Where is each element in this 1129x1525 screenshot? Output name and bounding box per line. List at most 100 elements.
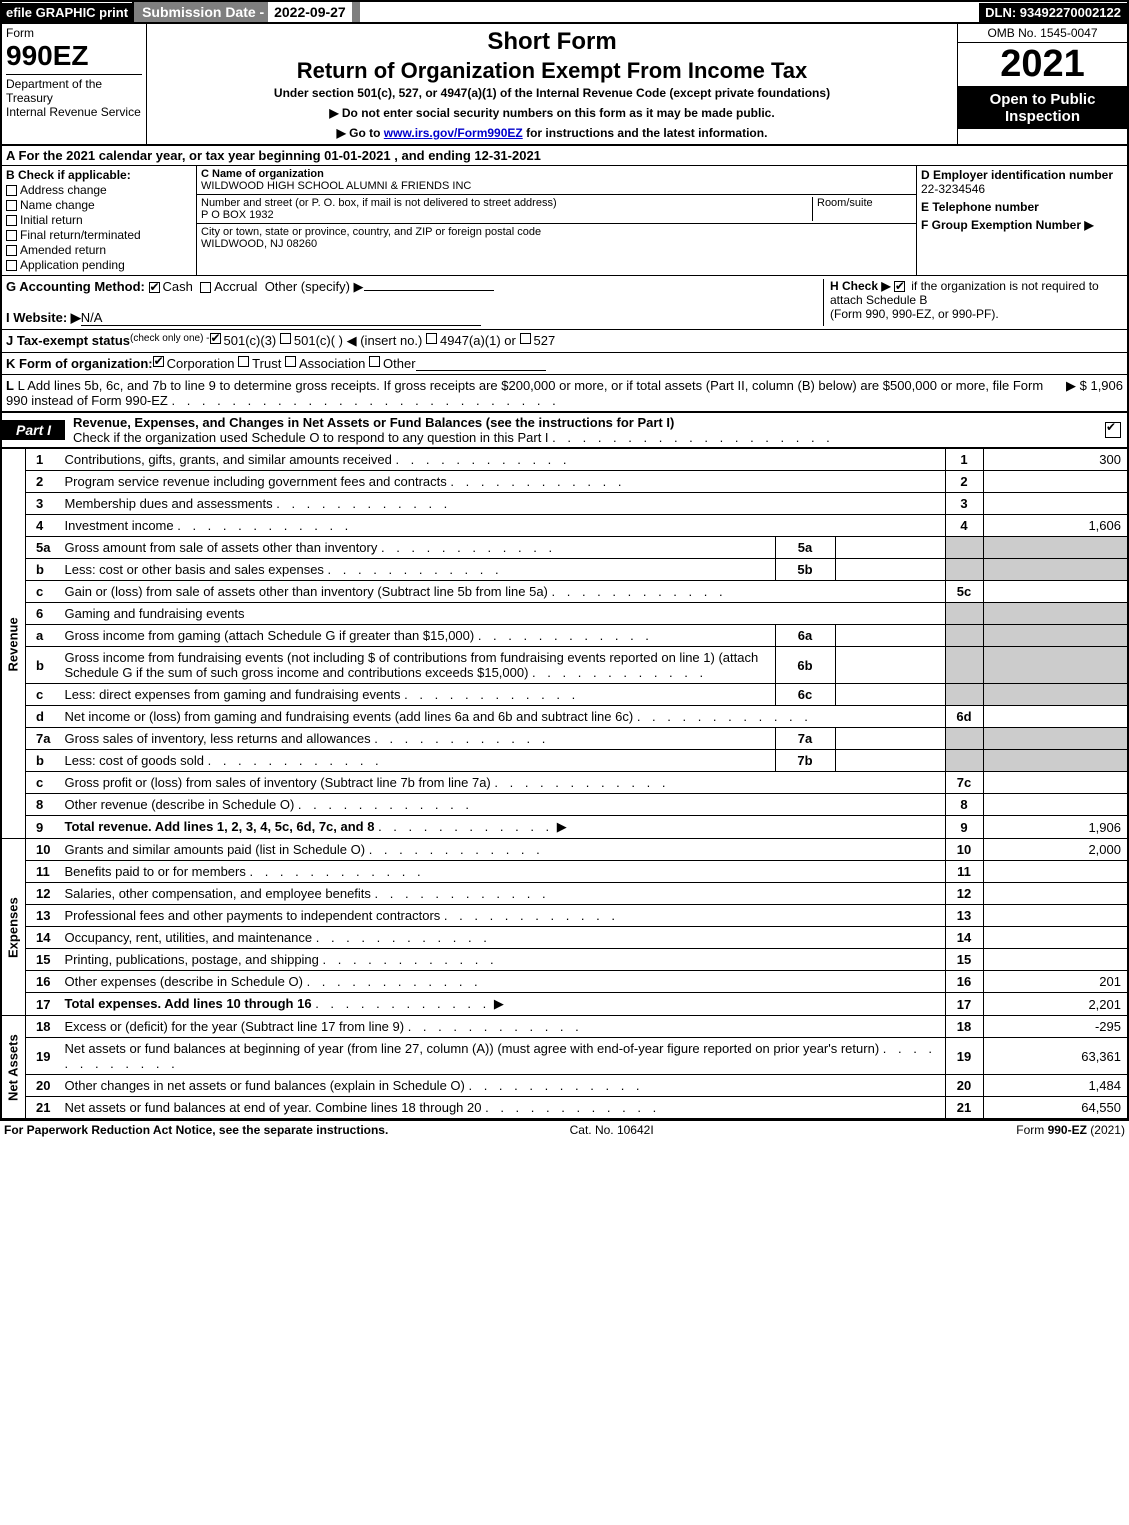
table-row: cLess: direct expenses from gaming and f… bbox=[1, 684, 1128, 706]
omb-number: OMB No. 1545-0047 bbox=[958, 24, 1127, 43]
line-description: Gross profit or (loss) from sales of inv… bbox=[61, 772, 946, 794]
form-subtitle: Under section 501(c), 527, or 4947(a)(1)… bbox=[153, 86, 951, 100]
j-sub: (check only one) - bbox=[130, 333, 209, 349]
line-number: 10 bbox=[26, 839, 61, 861]
table-row: 15Printing, publications, postage, and s… bbox=[1, 949, 1128, 971]
table-row: 6Gaming and fundraising events bbox=[1, 603, 1128, 625]
line-description: Program service revenue including govern… bbox=[61, 471, 946, 493]
line-ref-number: 13 bbox=[945, 905, 983, 927]
part-1-header: Part I Revenue, Expenses, and Changes in… bbox=[0, 412, 1129, 449]
chk-501c3[interactable] bbox=[210, 333, 221, 344]
g-cash: Cash bbox=[163, 279, 193, 294]
chk-501c[interactable] bbox=[280, 333, 291, 344]
line-amount bbox=[983, 905, 1128, 927]
table-row: cGain or (loss) from sale of assets othe… bbox=[1, 581, 1128, 603]
chk-association[interactable] bbox=[285, 356, 296, 367]
line-amount: 64,550 bbox=[983, 1097, 1128, 1119]
chk-initial-return[interactable]: Initial return bbox=[6, 213, 192, 227]
g-other-input[interactable] bbox=[364, 290, 494, 291]
chk-4947[interactable] bbox=[426, 333, 437, 344]
line-amount bbox=[983, 471, 1128, 493]
short-form-title: Short Form bbox=[153, 28, 951, 56]
line-number: 5a bbox=[26, 537, 61, 559]
line-amount-shaded bbox=[983, 603, 1128, 625]
bullet-ssn: ▶ Do not enter social security numbers o… bbox=[153, 106, 951, 120]
chk-527[interactable] bbox=[520, 333, 531, 344]
irs-link[interactable]: www.irs.gov/Form990EZ bbox=[384, 126, 523, 140]
line-amount: 1,484 bbox=[983, 1075, 1128, 1097]
line-amount-shaded bbox=[983, 728, 1128, 750]
line-amount bbox=[983, 772, 1128, 794]
chk-schedule-b[interactable] bbox=[894, 281, 905, 292]
line-amount: 2,000 bbox=[983, 839, 1128, 861]
line-description: Membership dues and assessments . . . . … bbox=[61, 493, 946, 515]
line-ref-number: 15 bbox=[945, 949, 983, 971]
line-ref-shaded bbox=[945, 647, 983, 684]
line-ref-number: 2 bbox=[945, 471, 983, 493]
k-other-input[interactable] bbox=[416, 356, 546, 371]
line-ref-number: 12 bbox=[945, 883, 983, 905]
line-amount: -295 bbox=[983, 1016, 1128, 1038]
chk-name-change[interactable]: Name change bbox=[6, 198, 192, 212]
line-number: 12 bbox=[26, 883, 61, 905]
ein-label: D Employer identification number bbox=[921, 168, 1113, 182]
table-row: 5aGross amount from sale of assets other… bbox=[1, 537, 1128, 559]
chk-trust[interactable] bbox=[238, 356, 249, 367]
line-amount-shaded bbox=[983, 559, 1128, 581]
line-amount: 1,906 bbox=[983, 816, 1128, 839]
line-description: Gain or (loss) from sale of assets other… bbox=[61, 581, 946, 603]
line-description: Less: direct expenses from gaming and fu… bbox=[61, 684, 776, 706]
sub-line-value bbox=[835, 625, 945, 647]
line-number: b bbox=[26, 647, 61, 684]
footer-form-ref: Form 990-EZ (2021) bbox=[1016, 1123, 1125, 1137]
line-number: 19 bbox=[26, 1038, 61, 1075]
sub-date-lbl: Submission Date - bbox=[142, 4, 268, 20]
chk-schedule-o[interactable] bbox=[1105, 422, 1121, 438]
line-ref-number: 16 bbox=[945, 971, 983, 993]
chk-application-pending[interactable]: Application pending bbox=[6, 258, 192, 272]
line-ref-number: 14 bbox=[945, 927, 983, 949]
form-number: 990EZ bbox=[6, 40, 142, 72]
table-row: 13Professional fees and other payments t… bbox=[1, 905, 1128, 927]
department-label: Department of the Treasury Internal Reve… bbox=[6, 74, 142, 119]
g-accrual: Accrual bbox=[214, 279, 257, 294]
table-row: 19Net assets or fund balances at beginni… bbox=[1, 1038, 1128, 1075]
line-ref-number: 10 bbox=[945, 839, 983, 861]
line-ref-number: 19 bbox=[945, 1038, 983, 1075]
footer-left: For Paperwork Reduction Act Notice, see … bbox=[4, 1123, 388, 1137]
part-1-title: Revenue, Expenses, and Changes in Net As… bbox=[65, 413, 1105, 447]
open-inspection: Open to Public Inspection bbox=[958, 87, 1127, 129]
table-row: 9Total revenue. Add lines 1, 2, 3, 4, 5c… bbox=[1, 816, 1128, 839]
chk-other-org[interactable] bbox=[369, 356, 380, 367]
info-block: B Check if applicable: Address change Na… bbox=[0, 166, 1129, 276]
line-description: Less: cost or other basis and sales expe… bbox=[61, 559, 776, 581]
line-number: b bbox=[26, 559, 61, 581]
tax-year: 2021 bbox=[958, 43, 1127, 87]
form-word: Form bbox=[6, 26, 142, 40]
table-row: 12Salaries, other compensation, and empl… bbox=[1, 883, 1128, 905]
line-amount bbox=[983, 706, 1128, 728]
chk-amended-return[interactable]: Amended return bbox=[6, 243, 192, 257]
line-amount bbox=[983, 927, 1128, 949]
chk-cash[interactable] bbox=[149, 282, 160, 293]
row-j-tax-exempt: J Tax-exempt status (check only one) - 5… bbox=[0, 330, 1129, 353]
page-footer: For Paperwork Reduction Act Notice, see … bbox=[0, 1119, 1129, 1139]
k-label: K Form of organization: bbox=[6, 356, 153, 371]
line-number: 8 bbox=[26, 794, 61, 816]
chk-accrual[interactable] bbox=[200, 282, 211, 293]
sub-line-number: 5a bbox=[775, 537, 835, 559]
efile-label: efile GRAPHIC print bbox=[2, 3, 132, 22]
chk-final-return[interactable]: Final return/terminated bbox=[6, 228, 192, 242]
line-amount bbox=[983, 581, 1128, 603]
line-ref-shaded bbox=[945, 537, 983, 559]
sub-line-value bbox=[835, 559, 945, 581]
k-assoc: Association bbox=[299, 356, 365, 371]
line-amount-shaded bbox=[983, 647, 1128, 684]
chk-address-change[interactable]: Address change bbox=[6, 183, 192, 197]
chk-corporation[interactable] bbox=[153, 356, 164, 367]
room-label: Room/suite bbox=[817, 197, 873, 209]
line-amount: 300 bbox=[983, 449, 1128, 471]
line-description: Benefits paid to or for members . . . . … bbox=[61, 861, 946, 883]
table-row: 16Other expenses (describe in Schedule O… bbox=[1, 971, 1128, 993]
line-ref-number: 5c bbox=[945, 581, 983, 603]
